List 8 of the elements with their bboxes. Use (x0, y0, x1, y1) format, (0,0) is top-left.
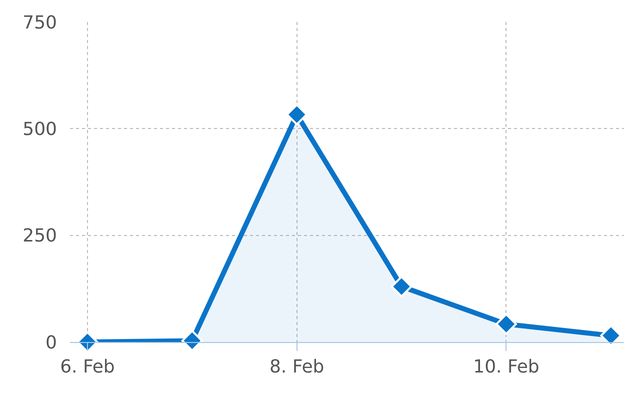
point (390, 276, 412, 298)
x-tick-label: 6. Feb (60, 356, 115, 378)
y-tick-label: 750 (22, 12, 57, 34)
y-tick-label: 0 (46, 332, 57, 354)
y-tick-label: 250 (22, 226, 57, 247)
x-tick-label: 10. Feb (473, 356, 540, 378)
x-tick-label: 8. Feb (269, 356, 324, 378)
y-tick-label: 500 (22, 118, 57, 140)
